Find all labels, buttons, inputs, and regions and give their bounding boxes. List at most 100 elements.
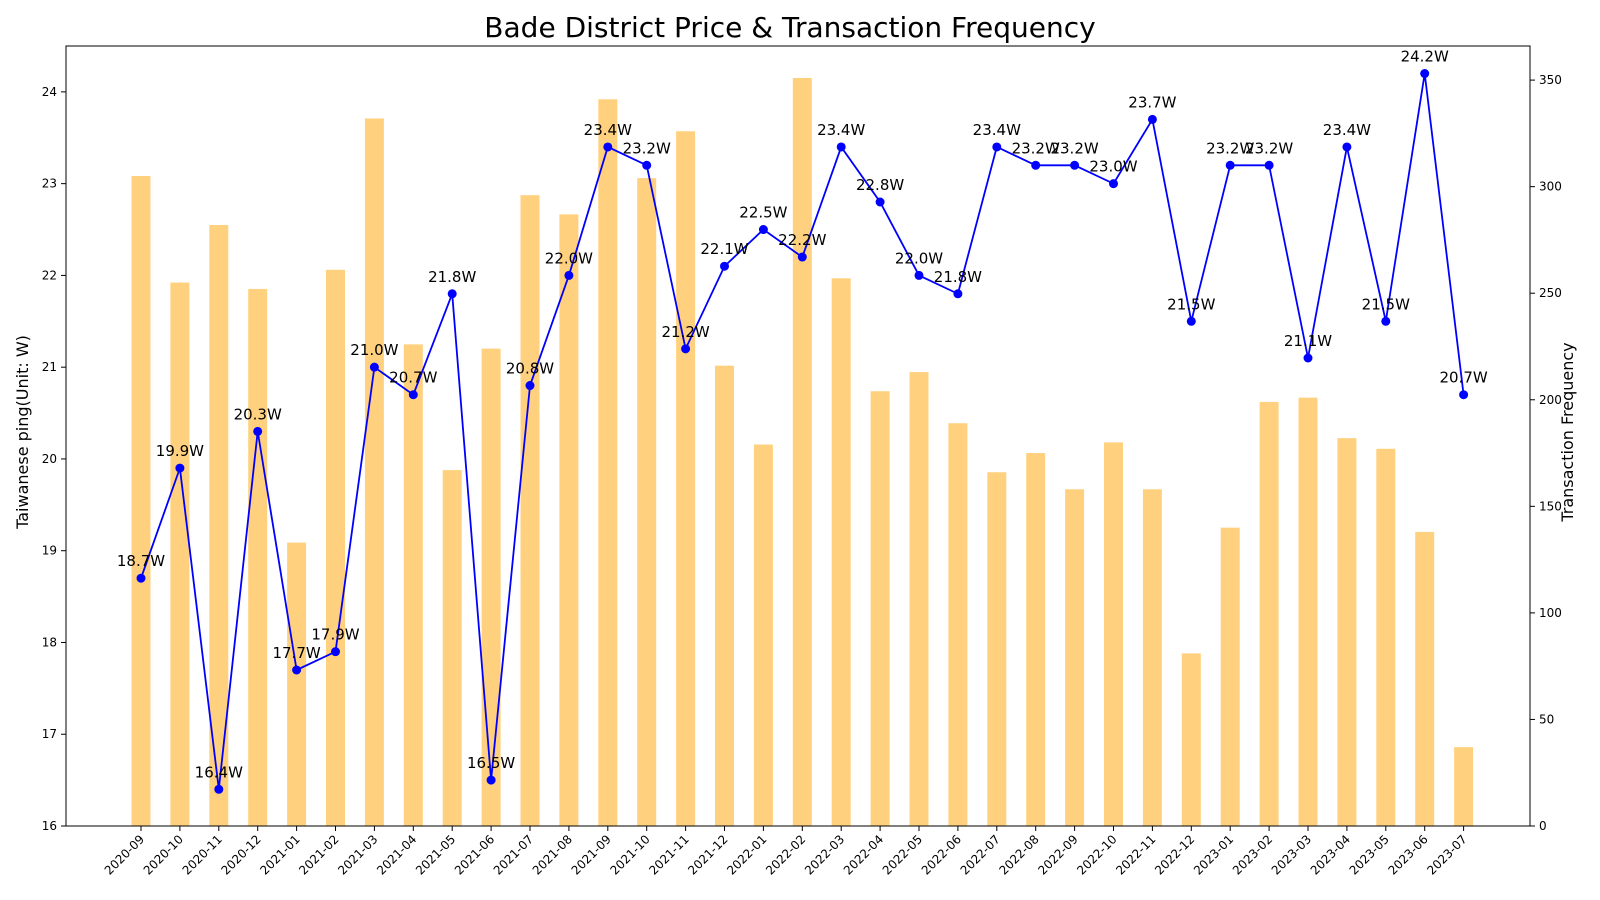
x-tick-label-2022-02: 2022-02 bbox=[763, 832, 808, 877]
price-label-2022-10: 23.0W bbox=[1089, 158, 1137, 176]
x-tick-label-2021-06: 2021-06 bbox=[452, 832, 497, 877]
bar-2021-04 bbox=[403, 344, 423, 826]
bar-2022-04 bbox=[870, 391, 890, 826]
price-label-2021-06: 16.5W bbox=[467, 754, 515, 772]
bar-2022-10 bbox=[1104, 442, 1123, 826]
price-label-2023-06: 24.2W bbox=[1401, 48, 1449, 66]
price-label-2022-08: 23.2W bbox=[1012, 139, 1060, 157]
price-label-2023-05: 21.5W bbox=[1362, 295, 1410, 313]
x-tick-label-2022-10: 2022-10 bbox=[1074, 832, 1119, 877]
right-tick-label: 150 bbox=[1539, 499, 1562, 513]
left-tick-label: 24 bbox=[42, 85, 57, 99]
price-point-2023-03 bbox=[1303, 353, 1313, 363]
price-label-2020-09: 18.7W bbox=[117, 552, 165, 570]
bar-2020-09 bbox=[131, 176, 151, 826]
price-label-2021-04: 20.7W bbox=[389, 369, 437, 387]
price-label-2021-09: 23.4W bbox=[584, 121, 632, 139]
price-point-2021-12 bbox=[720, 261, 729, 271]
x-tick-label-2021-01: 2021-01 bbox=[257, 832, 302, 877]
price-point-2020-11 bbox=[214, 784, 224, 794]
right-tick-label: 100 bbox=[1539, 606, 1562, 620]
left-axis-title: Taiwanese ping(Unit: W) bbox=[13, 335, 32, 530]
bar-2023-01 bbox=[1220, 527, 1240, 826]
price-label-2023-03: 21.1W bbox=[1284, 332, 1332, 350]
price-label-2020-10: 19.9W bbox=[156, 442, 204, 460]
bar-2023-05 bbox=[1376, 448, 1396, 826]
bar-series bbox=[131, 77, 1474, 827]
price-point-2022-12 bbox=[1186, 316, 1196, 326]
price-point-2021-08 bbox=[564, 270, 574, 280]
price-point-2023-06 bbox=[1420, 69, 1430, 79]
price-label-2021-01: 17.7W bbox=[272, 644, 320, 662]
left-tick-label: 22 bbox=[42, 268, 57, 282]
price-point-2021-05 bbox=[447, 289, 457, 299]
price-label-2022-03: 23.4W bbox=[817, 121, 865, 139]
right-tick-label: 250 bbox=[1539, 286, 1562, 300]
bar-2022-05 bbox=[909, 372, 929, 826]
x-tick-label-2023-03: 2023-03 bbox=[1269, 832, 1314, 877]
price-label-2021-11: 21.2W bbox=[661, 323, 709, 341]
price-point-2022-04 bbox=[875, 197, 885, 207]
x-tick-label-2022-11: 2022-11 bbox=[1113, 832, 1158, 877]
right-axis-title: Transaction Frequency bbox=[1558, 342, 1577, 522]
price-point-2023-05 bbox=[1381, 316, 1391, 326]
left-tick-label: 17 bbox=[42, 727, 57, 741]
price-point-2020-10 bbox=[175, 463, 185, 473]
price-line-series bbox=[136, 69, 1469, 794]
price-point-2021-02 bbox=[331, 647, 340, 657]
bar-2023-03 bbox=[1298, 397, 1318, 826]
price-point-2022-10 bbox=[1109, 179, 1118, 189]
x-tick-label-2021-09: 2021-09 bbox=[569, 832, 614, 877]
price-label-2021-07: 20.8W bbox=[506, 360, 554, 378]
x-tick-label-2022-04: 2022-04 bbox=[841, 832, 886, 877]
price-label-2021-12: 22.1W bbox=[700, 240, 748, 258]
price-label-2023-02: 23.2W bbox=[1245, 139, 1293, 157]
right-tick-label: 50 bbox=[1539, 712, 1554, 726]
left-tick-label: 16 bbox=[42, 819, 57, 833]
price-point-2022-02 bbox=[797, 252, 807, 262]
bar-2022-08 bbox=[1026, 453, 1046, 826]
bar-2021-03 bbox=[364, 118, 384, 827]
bar-2022-03 bbox=[831, 278, 851, 827]
bar-2020-11 bbox=[209, 225, 229, 827]
price-label-2021-05: 21.8W bbox=[428, 268, 476, 286]
x-tick-label-2021-05: 2021-05 bbox=[413, 832, 458, 877]
x-tick-label-2023-07: 2023-07 bbox=[1424, 832, 1469, 877]
price-label-2022-06: 21.8W bbox=[934, 268, 982, 286]
x-tick-label-2022-05: 2022-05 bbox=[880, 832, 925, 877]
x-tick-label-2021-08: 2021-08 bbox=[530, 832, 575, 877]
price-point-2022-03 bbox=[836, 142, 846, 152]
bar-2023-04 bbox=[1337, 438, 1357, 826]
price-label-2022-07: 23.4W bbox=[973, 121, 1021, 139]
price-label-2021-03: 21.0W bbox=[350, 341, 398, 359]
bar-2023-02 bbox=[1259, 401, 1279, 826]
x-tick-label-2020-11: 2020-11 bbox=[180, 832, 225, 877]
price-point-2021-04 bbox=[408, 390, 418, 400]
right-tick-label: 0 bbox=[1539, 819, 1547, 833]
x-tick-label-2020-12: 2020-12 bbox=[218, 832, 263, 877]
price-point-2021-01 bbox=[292, 665, 302, 675]
bar-2022-02 bbox=[792, 77, 812, 826]
left-tick-label: 20 bbox=[42, 452, 57, 466]
price-point-2020-09 bbox=[136, 573, 146, 583]
right-tick-label: 200 bbox=[1539, 393, 1562, 407]
price-point-2022-07 bbox=[992, 142, 1002, 152]
x-tick-label-2021-02: 2021-02 bbox=[296, 832, 341, 877]
price-point-2021-11 bbox=[681, 344, 691, 354]
price-point-2022-11 bbox=[1147, 114, 1157, 124]
x-tick-label-2020-10: 2020-10 bbox=[141, 832, 186, 877]
x-tick-label-2023-06: 2023-06 bbox=[1385, 832, 1430, 877]
price-point-2022-08 bbox=[1031, 160, 1041, 170]
bar-2021-07 bbox=[520, 195, 540, 827]
bar-2021-05 bbox=[442, 470, 462, 826]
price-point-2023-07 bbox=[1459, 390, 1469, 400]
bar-2021-06 bbox=[481, 348, 501, 826]
bar-2021-02 bbox=[326, 269, 345, 826]
x-tick-label-2021-07: 2021-07 bbox=[491, 832, 536, 877]
bar-2022-12 bbox=[1181, 653, 1201, 826]
price-label-2022-02: 22.2W bbox=[778, 231, 826, 249]
bar-2022-11 bbox=[1142, 489, 1162, 826]
bar-2022-06 bbox=[948, 423, 968, 826]
bar-2020-10 bbox=[170, 282, 190, 826]
